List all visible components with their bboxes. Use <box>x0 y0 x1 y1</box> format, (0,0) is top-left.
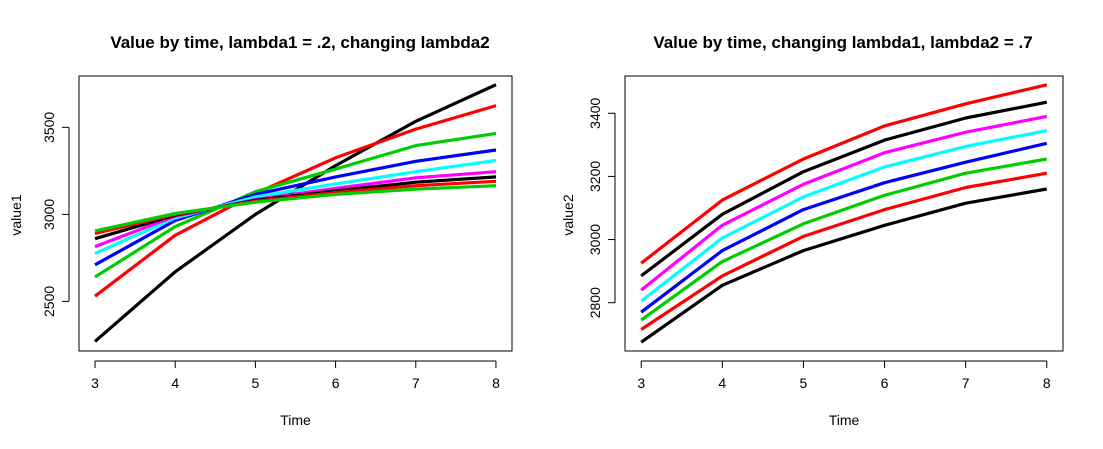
x-tick-label: 4 <box>171 375 179 391</box>
series-line-1 <box>640 187 1048 344</box>
series-line-5 <box>94 158 497 255</box>
x-tick-label: 5 <box>800 375 808 391</box>
x-tick-label: 8 <box>1043 375 1051 391</box>
x-tick-label: 5 <box>252 375 260 391</box>
x-tick-label: 3 <box>637 375 645 391</box>
x-tick-label: 4 <box>718 375 726 391</box>
x-tick-label: 6 <box>881 375 889 391</box>
x-tick-label: 7 <box>962 375 970 391</box>
series-line-4 <box>640 141 1048 314</box>
y-tick-label: 2500 <box>41 286 57 317</box>
x-tick-label: 7 <box>412 375 420 391</box>
y-tick-label: 3400 <box>587 97 603 128</box>
series-line-5 <box>640 129 1048 303</box>
chart-title: Value by time, changing lambda1, lambda2… <box>653 33 1032 52</box>
x-tick-label: 6 <box>332 375 340 391</box>
plot-frame <box>624 75 1064 352</box>
series-line-6 <box>640 114 1048 292</box>
x-axis-label: Time <box>829 412 860 428</box>
y-tick-label: 3200 <box>587 161 603 192</box>
y-tick-label: 3500 <box>41 112 57 143</box>
y-axis-label: value1 <box>8 194 24 235</box>
y-tick-label: 3000 <box>41 199 57 230</box>
series-line-9 <box>94 184 497 233</box>
series-line-6 <box>94 170 497 249</box>
series-line-7 <box>640 100 1048 278</box>
chart-title: Value by time, lambda1 = .2, changing la… <box>110 33 489 52</box>
series-line-2 <box>640 171 1048 331</box>
x-tick-label: 3 <box>91 375 99 391</box>
x-axis-label: Time <box>280 412 311 428</box>
y-axis-label: value2 <box>560 194 576 235</box>
series-line-8 <box>640 83 1048 265</box>
y-tick-label: 3000 <box>587 224 603 255</box>
series-line-2 <box>94 104 497 298</box>
series-line-4 <box>94 148 497 267</box>
series-line-3 <box>94 131 497 279</box>
y-tick-label: 2800 <box>587 287 603 318</box>
x-tick-label: 8 <box>492 375 500 391</box>
plot-frame <box>78 75 513 352</box>
series-line-3 <box>640 157 1048 322</box>
